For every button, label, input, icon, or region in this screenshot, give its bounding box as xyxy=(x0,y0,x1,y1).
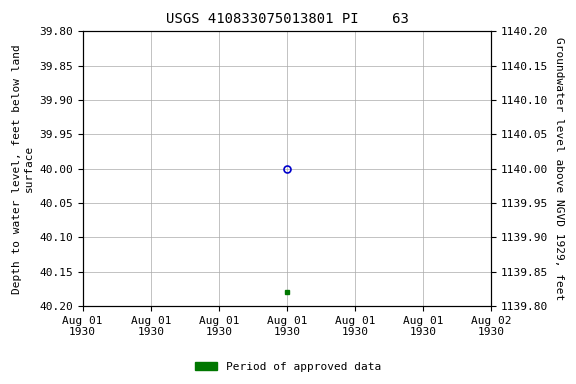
Y-axis label: Groundwater level above NGVD 1929, feet: Groundwater level above NGVD 1929, feet xyxy=(554,37,564,300)
Title: USGS 410833075013801 PI    63: USGS 410833075013801 PI 63 xyxy=(166,12,408,26)
Y-axis label: Depth to water level, feet below land
surface: Depth to water level, feet below land su… xyxy=(12,44,33,294)
Legend: Period of approved data: Period of approved data xyxy=(191,358,385,377)
